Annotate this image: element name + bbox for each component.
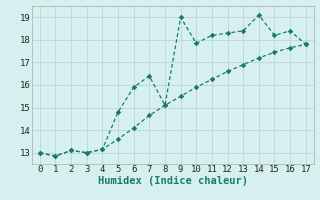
X-axis label: Humidex (Indice chaleur): Humidex (Indice chaleur) [98, 176, 248, 186]
